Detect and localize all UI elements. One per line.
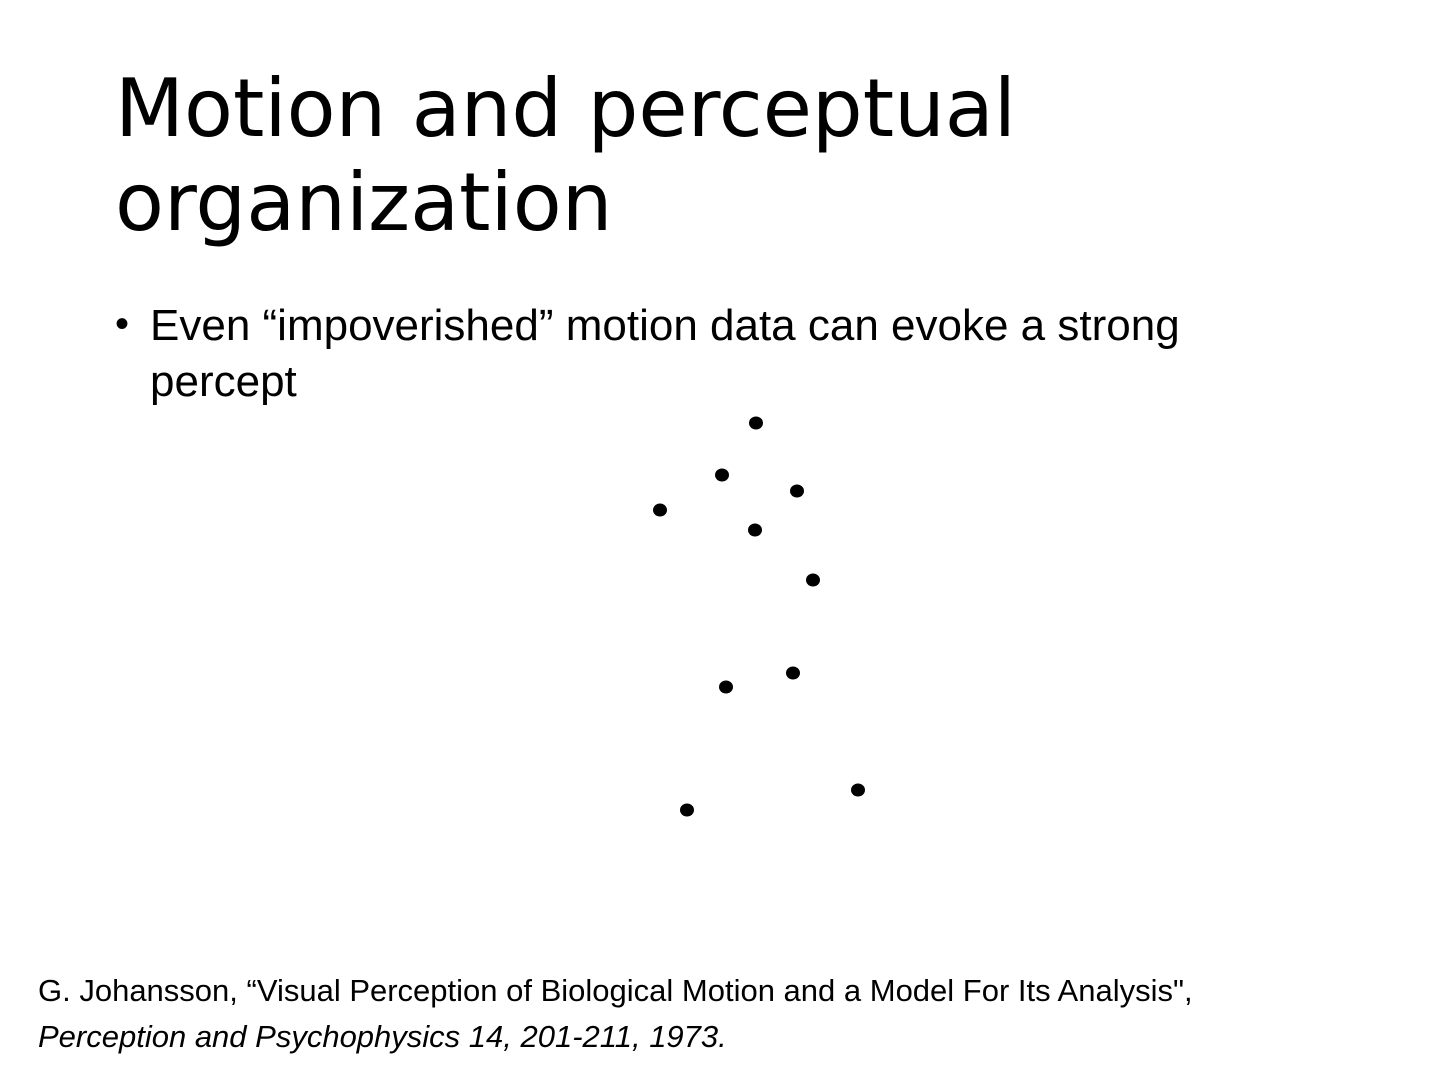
point-light-dot bbox=[680, 803, 694, 817]
bullet-list: • Even “impoverished” motion data can ev… bbox=[115, 298, 1235, 410]
point-light-dot bbox=[653, 503, 667, 517]
slide-title: Motion and perceptual organization bbox=[115, 62, 1315, 250]
citation-line-2: Perception and Psychophysics 14, 201-211… bbox=[38, 1019, 727, 1054]
citation: G. Johansson, “Visual Perception of Biol… bbox=[38, 968, 1418, 1060]
point-light-dot bbox=[806, 573, 820, 587]
slide-title-line-2: organization bbox=[115, 156, 613, 249]
point-light-dot bbox=[719, 680, 733, 694]
point-light-dot bbox=[715, 468, 729, 482]
point-light-walker-svg bbox=[653, 416, 865, 817]
bullet-text: Even “impoverished” motion data can evok… bbox=[150, 301, 1180, 406]
point-light-walker-figure bbox=[620, 400, 900, 840]
point-light-dot bbox=[786, 666, 800, 680]
point-light-dot bbox=[749, 416, 763, 430]
bullet-marker: • bbox=[115, 302, 130, 346]
citation-line-1: G. Johansson, “Visual Perception of Biol… bbox=[38, 973, 1193, 1008]
point-light-dot bbox=[851, 783, 865, 797]
bullet-item: • Even “impoverished” motion data can ev… bbox=[115, 298, 1235, 410]
slide-title-line-1: Motion and perceptual bbox=[115, 62, 1017, 155]
point-light-dot bbox=[748, 523, 762, 537]
point-light-dot bbox=[790, 484, 804, 498]
